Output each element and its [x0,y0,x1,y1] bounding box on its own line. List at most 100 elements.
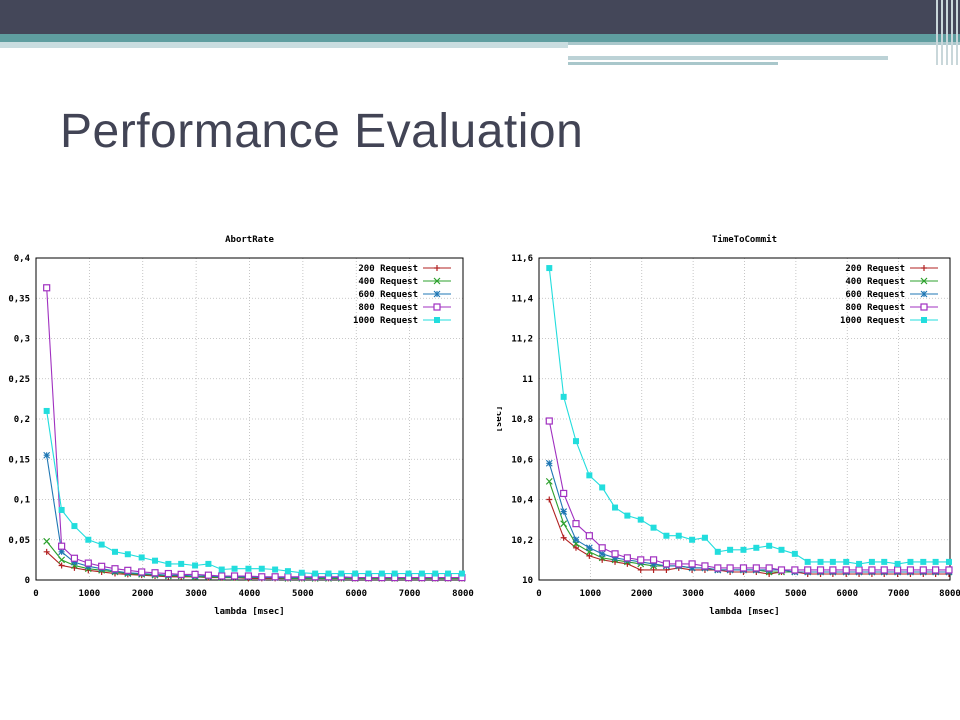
data-point [868,558,875,565]
y-tick-label: 0,1 [14,496,30,506]
data-point [945,566,953,574]
data-point [271,573,279,581]
y-tick-label: 0,35 [8,294,30,304]
y-tick-label: 0,2 [14,415,30,425]
x-tick-label: 3000 [682,589,704,599]
data-point [560,508,568,515]
data-point [932,566,940,574]
data-point [598,550,606,558]
data-point [637,566,644,573]
data-point [164,569,172,578]
data-point [675,532,682,539]
data-point [298,569,305,576]
x-tick-label: 3000 [185,589,207,599]
data-point [675,560,683,568]
data-point [98,562,106,570]
y-tick-label: 0,3 [14,335,30,345]
data-point [920,303,928,311]
data-point [325,570,332,577]
legend-label: 1000 Request [353,316,418,326]
data-point [71,523,78,530]
data-point [218,572,226,580]
data-point [727,546,734,553]
data-point [829,558,836,565]
data-point [230,572,239,580]
data-point [599,484,606,491]
data-point [714,548,721,555]
data-point [258,565,265,572]
data-point [434,317,440,323]
time-to-commit-chart: 0 1000 2000 3000 4000 5000 6000 7000 8000 10 10,2 1… [497,225,960,625]
data-point [766,542,773,549]
x-tick-label: 1000 [580,589,602,599]
data-point [650,560,657,568]
data-point [881,558,888,565]
plot-frame [538,257,951,581]
data-point [611,554,619,562]
data-point [258,573,266,581]
data-point [572,536,580,544]
data-point [58,556,66,564]
data-point [433,303,441,311]
x-tick-label: 2000 [132,589,154,599]
data-point [701,562,709,570]
data-point [894,560,901,567]
x-tick-label: 2000 [631,589,653,599]
data-point [165,560,172,567]
legend-label: 600 Request [845,290,905,300]
data-point [740,546,747,553]
data-point [545,459,553,467]
legend-label: 800 Request [845,303,905,313]
data-point [945,558,952,565]
data-point [138,554,145,561]
data-point [124,566,132,574]
plot-frame [35,257,464,581]
legend-label: 1000 Request [840,316,905,326]
data-point [572,520,580,528]
data-point [842,566,850,574]
header-accent-band [0,34,960,42]
data-point [919,566,927,574]
x-tick-label: 5000 [292,589,314,599]
x-tick-label: 0 [536,589,541,599]
header-decor-line [568,56,888,60]
chart-title: TimeToCommit [712,234,777,245]
data-point [739,564,748,572]
data-point [637,516,644,523]
data-point [791,566,799,574]
data-point [791,550,798,557]
data-point [138,568,146,576]
data-point [85,536,92,543]
data-point [433,290,441,298]
data-point [58,506,65,513]
data-point [880,566,888,574]
x-axis-label: lambda [msec] [709,607,779,617]
data-point [352,570,359,577]
y-tick-label: 10,6 [511,455,533,465]
data-point [649,556,658,564]
data-point [804,558,811,565]
data-point [752,564,760,572]
data-point [458,570,465,577]
y-tick-label: 10,4 [511,496,533,506]
data-point [688,564,696,572]
data-point [637,556,645,564]
x-tick-label: 4000 [734,589,756,599]
y-tick-label: 11,4 [511,294,533,304]
data-point [405,570,412,577]
data-point [124,551,131,558]
x-axis-label: lambda [msec] [214,607,284,617]
data-point [829,566,837,574]
data-point [111,548,118,555]
data-point [560,520,568,528]
data-point [560,534,567,541]
data-point [612,504,619,511]
data-point [43,548,50,555]
header-decor-stripes [930,0,960,65]
y-tick-label: 0,15 [8,455,30,465]
y-tick-label: 0,05 [8,536,30,546]
data-point [906,566,915,574]
data-point [623,554,631,562]
y-tick-label: 0 [25,576,30,586]
x-tick-label: 0 [33,589,38,599]
